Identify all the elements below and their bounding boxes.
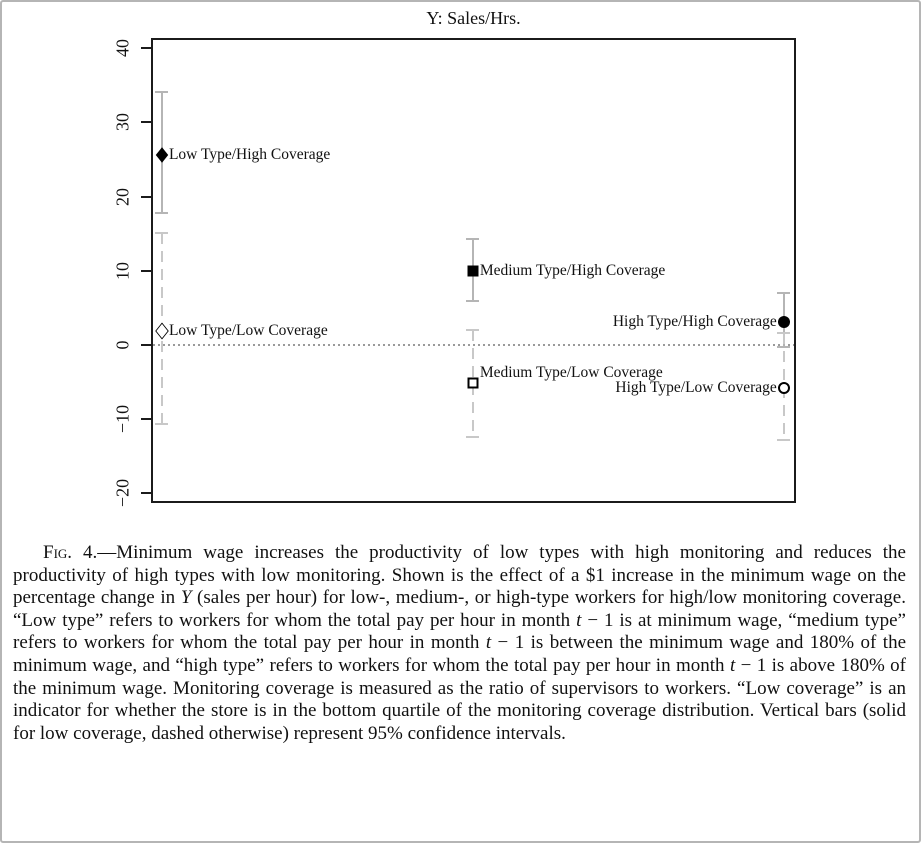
error-bar-cap: [466, 436, 480, 438]
data-point-label: High Type/Low Coverage: [615, 379, 777, 397]
y-tick-label: 30: [112, 113, 133, 132]
error-bar-cap: [466, 329, 480, 332]
caption-text-run: (sales per hour) for low-, medium-, or h…: [13, 587, 906, 631]
circle-open-marker: [777, 382, 790, 395]
caption-text-run: —Minimum wage increases the productivity…: [13, 542, 906, 609]
caption-text-run: − 1 is above 180% of the minimum wage. M…: [13, 654, 906, 744]
y-tick-label: 40: [112, 39, 133, 58]
error-bar-cap: [155, 423, 169, 426]
error-bar-cap: [777, 292, 791, 295]
error-bar-cap: [777, 332, 791, 335]
y-tick-label: −10: [112, 405, 133, 434]
caption-text-run: − 1 is between the minimum wage and 180%…: [13, 632, 906, 676]
plot-area: Low Type/High Coverage Low Type/Low Cover…: [151, 38, 796, 503]
y-tick-mark: [141, 344, 151, 346]
error-bar-cap: [466, 237, 480, 240]
y-tick-mark: [141, 47, 151, 50]
caption-text-run: Fig. 4.: [43, 542, 98, 563]
error-bar-cap: [777, 438, 791, 441]
diamond-open-marker: [155, 322, 169, 340]
y-tick-label: 0: [112, 340, 133, 350]
data-point-label: High Type/High Coverage: [612, 312, 777, 330]
circle-filled-marker: [777, 315, 790, 328]
data-point-label: Low Type/High Coverage: [168, 146, 331, 164]
square-filled-marker: [467, 265, 479, 277]
error-bar-cap: [155, 90, 169, 93]
y-tick-mark: [141, 195, 151, 198]
data-point-label: Low Type/Low Coverage: [168, 321, 328, 339]
caption-text-run: t: [485, 632, 492, 654]
diamond-filled-marker: [155, 147, 169, 163]
y-tick-label: 20: [112, 187, 133, 206]
error-bar-cap: [155, 231, 169, 234]
caption-text-run: Y: [180, 587, 192, 609]
data-point-label: Medium Type/High Coverage: [479, 261, 666, 279]
y-tick-mark: [141, 269, 151, 272]
y-tick-label: −20: [112, 479, 133, 508]
error-bar-cap: [155, 211, 169, 214]
caption-text-run: t: [729, 654, 736, 676]
error-bar-cap: [466, 300, 480, 303]
data-point-label: Medium Type/Low Coverage: [479, 363, 663, 381]
figure-caption: Fig. 4.—Minimum wage increases the produ…: [13, 542, 906, 745]
square-open-marker: [467, 377, 479, 389]
caption-text-run: t: [576, 609, 582, 631]
y-tick-label: 10: [112, 261, 133, 280]
y-tick-mark: [141, 121, 151, 124]
y-tick-mark: [141, 492, 151, 495]
chart-title: Y: Sales/Hrs.: [426, 8, 521, 28]
caption-text-run: − 1 is at minimum wage, “medium type” re…: [13, 609, 906, 654]
y-tick-mark: [141, 418, 151, 421]
